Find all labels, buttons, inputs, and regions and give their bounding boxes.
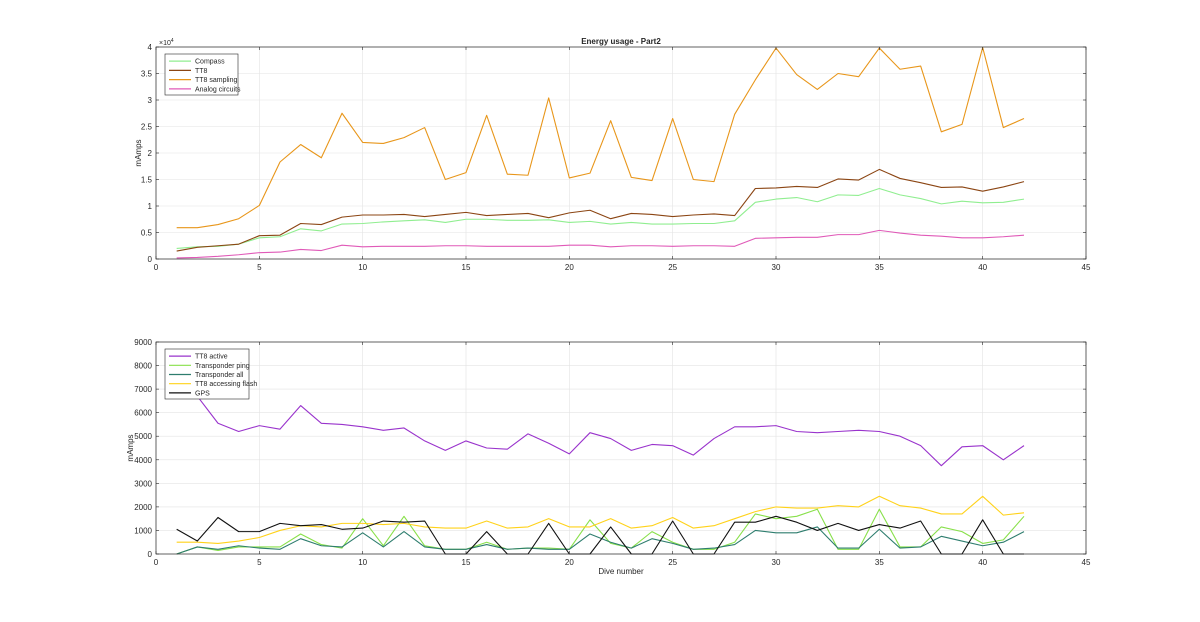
top-x-tick-label: 0 (154, 263, 159, 272)
bottom-y-tick-label: 4000 (134, 456, 152, 465)
bottom-x-tick-label: 15 (462, 558, 471, 567)
top-y-tick-label: 1.5 (141, 176, 153, 185)
bottom-x-tick-label: 10 (358, 558, 367, 567)
bottom-x-tick-label: 45 (1082, 558, 1091, 567)
top-y-exponent-label: ×104 (159, 38, 174, 47)
bottom-axes-box (155, 341, 1087, 555)
top-axes: Energy usage - Part2 mAmps ×104 0 5 10 15 20… (134, 37, 1091, 272)
top-x-tick-label: 40 (978, 263, 987, 272)
top-legend-label: Analog circuits (195, 86, 241, 93)
top-x-tick-label: 30 (772, 263, 781, 272)
bottom-series-line-tt8-active (176, 367, 1025, 467)
bottom-y-tick-label: 3000 (134, 479, 152, 488)
top-series-line-compass (176, 187, 1025, 249)
bottom-x-tick-label: 35 (875, 558, 884, 567)
bottom-x-tick-label: 5 (257, 558, 262, 567)
bottom-y-tick-label: 2000 (134, 503, 152, 512)
bottom-x-tick-label: 0 (154, 558, 159, 567)
bottom-legend-label: GPS (195, 390, 210, 397)
bottom-y-tick-label: 9000 (134, 338, 152, 347)
bottom-x-tick-label: 25 (668, 558, 677, 567)
top-y-tick-label: 3.5 (141, 70, 153, 79)
top-legend-label: TT8 sampling (195, 77, 238, 84)
top-series-line-analog-circuits (176, 229, 1025, 259)
top-x-tick-label: 5 (257, 263, 262, 272)
bottom-y-tick-label: 8000 (134, 362, 152, 371)
top-x-tick-label: 15 (462, 263, 471, 272)
top-chart-title: Energy usage - Part2 (581, 37, 661, 46)
bottom-y-tick-label: 5000 (134, 432, 152, 441)
bottom-legend-label: TT8 active (195, 354, 228, 361)
top-x-tick-label: 10 (358, 263, 367, 272)
top-y-tick-label: 2 (148, 149, 153, 158)
bottom-legend-label: Transponder all (195, 372, 244, 379)
bottom-x-tick-label: 40 (978, 558, 987, 567)
bottom-y-tick-label: 6000 (134, 409, 152, 418)
top-y-tick-label: 0 (148, 255, 153, 264)
bottom-x-tick-label: 30 (772, 558, 781, 567)
top-y-tick-label: 1 (148, 202, 153, 211)
top-x-tick-label: 45 (1082, 263, 1091, 272)
top-x-tick-label: 20 (565, 263, 574, 272)
bottom-legend-label: Transponder ping (195, 363, 250, 370)
bottom-series-line-transponder-all (176, 526, 1025, 555)
bottom-plot-area (156, 342, 1086, 554)
top-legend-label: Compass (195, 59, 225, 66)
top-x-tick-label: 25 (668, 263, 677, 272)
bottom-y-tick-label: 7000 (134, 385, 152, 394)
top-series-line-tt8 (176, 168, 1025, 252)
bottom-y-tick-label: 0 (148, 550, 153, 559)
top-y-tick-label: 0.5 (141, 229, 153, 238)
top-y-tick-label: 3 (148, 96, 153, 105)
bottom-series-line-transponder-ping (176, 508, 1025, 555)
bottom-x-tick-label: 20 (565, 558, 574, 567)
top-y-tick-label: 2.5 (141, 123, 153, 132)
top-series-line-tt8-sampling (176, 46, 1025, 229)
top-y-tick-label: 4 (148, 43, 153, 52)
top-y-axis-label: mAmps (134, 139, 143, 166)
bottom-y-axis-label: mAmps (126, 434, 135, 461)
bottom-y-tick-label: 1000 (134, 526, 152, 535)
bottom-series-line-gps (176, 515, 1024, 555)
top-x-tick-label: 35 (875, 263, 884, 272)
bottom-x-axis-label: Dive number (598, 567, 644, 576)
bottom-legend-label: TT8 accessing flash (195, 381, 257, 388)
bottom-series-line-tt8-accessing-flash (176, 495, 1025, 544)
top-legend-label: TT8 (195, 68, 208, 75)
bottom-axes: Dive number mAmps 0 5 10 15 20 25 30 35 40 45 0 100… (126, 338, 1091, 576)
